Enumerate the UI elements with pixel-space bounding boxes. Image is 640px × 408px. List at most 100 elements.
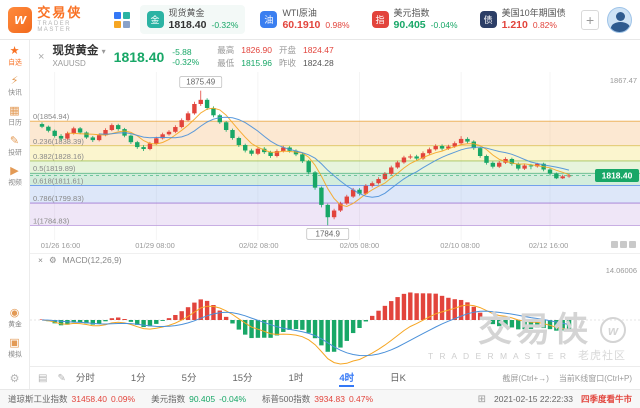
svg-text:0(1854.94): 0(1854.94) [33, 112, 70, 121]
candlestick-chart-canvas[interactable]: 0(1854.94) 0.236(1838.39) 0.382(1828.16) 0.… [30, 72, 640, 240]
ticker-value: 60.1910 [282, 18, 321, 31]
status-index-sp500[interactable]: 标普500指数 3934.83 0.47% [262, 394, 374, 404]
macd-panel[interactable]: 14.06006 交易侠 w T R A D E R M A S T E R 老… [30, 266, 640, 366]
tab-1min[interactable]: 1分 [130, 372, 146, 384]
indicator-settings-gear-icon[interactable]: ⚙ [48, 254, 57, 265]
play-icon: ▶ [10, 165, 19, 177]
svg-text:0.786(1799.83): 0.786(1799.83) [33, 194, 84, 203]
high-value: 1826.90 [241, 45, 272, 56]
calendar-icon: ▦ [9, 105, 20, 117]
settings-gear-icon[interactable]: ⚙ [9, 373, 20, 385]
app-logo-icon: w [8, 6, 33, 33]
symbol-header: × 现货黄金 ▾ XAUUSD 1818.40 -5.88 -0.32% 最高 … [30, 40, 640, 72]
tab-1hour[interactable]: 1时 [288, 372, 304, 384]
svg-text:0.618(1811.61): 0.618(1811.61) [33, 177, 84, 186]
close-indicator-icon[interactable]: × [38, 255, 43, 265]
sidebar-item-research[interactable]: ✎ 投研 [7, 135, 22, 157]
oil-ticker-icon: 油 [260, 11, 278, 28]
ticker-card-usd-index[interactable]: 指 美元指数 90.405 -0.04% [365, 5, 465, 33]
monitor-icon: ▣ [9, 337, 20, 349]
low-value: 1815.96 [241, 57, 272, 68]
axis-label: 02/10 08:00 [440, 241, 480, 250]
sidebar-item-video[interactable]: ▶ 视频 [7, 165, 22, 187]
close-chart-icon[interactable]: × [38, 51, 45, 63]
add-ticker-button[interactable]: + [580, 9, 600, 30]
top-bar: w 交易侠 TRADER MASTER 金 现货黄金 1818.40 -0.32… [0, 0, 640, 40]
sidebar-item-news[interactable]: ⚡ 快讯 [7, 75, 22, 97]
clock: 2021-02-15 22:22:33 [494, 394, 573, 404]
status-note: 四季度看牛市 [580, 394, 632, 404]
ticker-change: -0.32% [211, 19, 239, 30]
axis-label: 02/12 16:00 [528, 241, 569, 250]
kline-window-shortcut[interactable]: 当前K线窗口(Ctrl+P) [558, 373, 632, 383]
symbol-name: 现货黄金 [52, 45, 99, 58]
last-price: 1818.40 [113, 49, 165, 65]
tab-5min[interactable]: 5分 [181, 372, 197, 384]
ticker-value: 1.210 [501, 18, 528, 31]
ticker-value: 90.405 [393, 18, 426, 31]
status-index-dow[interactable]: 道琼斯工业指数 31458.40 0.09% [8, 394, 136, 404]
sidebar-item-gold[interactable]: ◉ 黄金 [7, 307, 22, 329]
ticker-card-us10y[interactable]: 债 美国10年期国债 1.210 0.82% [473, 5, 573, 33]
bond-ticker-icon: 债 [479, 11, 497, 28]
screenshot-shortcut[interactable]: 截屏(Ctrl+→) [502, 373, 549, 383]
axis-label: 01/26 16:00 [40, 241, 81, 250]
left-sidebar: ★ 自选 ⚡ 快讯 ▦ 日历 ✎ 投研 ▶ 视频 ◉ 黄金 [0, 40, 30, 389]
price-change: -5.88 [172, 46, 192, 57]
ticker-value: 1818.40 [168, 18, 207, 31]
price-change-pct: -0.32% [172, 57, 200, 67]
sidebar-item-watchlist[interactable]: ★ 自选 [7, 45, 22, 67]
macd-axis-max: 14.06006 [605, 266, 637, 275]
ticker-name: 美元指数 [393, 8, 430, 19]
tab-daily[interactable]: 日K [390, 372, 406, 384]
app-subtitle: TRADER MASTER [37, 21, 72, 33]
tab-15min[interactable]: 15分 [232, 372, 253, 384]
axis-label: 02/05 08:00 [339, 241, 380, 250]
ticker-change: 0.98% [325, 19, 350, 30]
app-logo[interactable]: w 交易侠 TRADER MASTER [8, 6, 104, 33]
flash-icon: ⚡ [10, 75, 19, 87]
chart-scroll-buttons[interactable] [611, 241, 636, 248]
pencil-icon: ✎ [9, 135, 20, 147]
usd-index-ticker-icon: 指 [371, 11, 389, 28]
svg-text:1875.49: 1875.49 [186, 78, 215, 87]
ticker-name: WTI原油 [282, 8, 317, 19]
sidebar-item-simulation[interactable]: ▣ 模拟 [7, 337, 22, 359]
chevron-down-icon: ▾ [101, 47, 106, 57]
symbol-code: XAUUSD [52, 59, 86, 69]
svg-text:1867.47: 1867.47 [610, 76, 637, 85]
axis-label: 02/02 08:00 [238, 241, 279, 250]
user-avatar[interactable] [607, 6, 632, 33]
indicator-header: × ⚙ MACD(12,26,9) [30, 253, 640, 266]
open-value: 1824.47 [302, 45, 334, 56]
ticker-card-wti[interactable]: 油 WTI原油 60.1910 0.98% [253, 5, 356, 33]
app-name: 交易侠 [37, 5, 83, 20]
ticker-name: 美国10年期国债 [501, 8, 566, 19]
main-chart-area[interactable]: 0(1854.94) 0.236(1838.39) 0.382(1828.16) 0.… [30, 72, 640, 240]
time-axis: 01/26 16:00 01/29 08:00 02/02 08:00 02/0… [30, 240, 640, 253]
ticker-name: 现货黄金 [168, 8, 205, 19]
layout-grid-icon[interactable]: ⊞ [477, 393, 487, 405]
ticker-change: -0.04% [430, 19, 458, 30]
svg-text:0.382(1828.16): 0.382(1828.16) [33, 152, 84, 161]
macd-chart-canvas[interactable] [30, 266, 640, 366]
ticker-card-gold[interactable]: 金 现货黄金 1818.40 -0.32% [139, 5, 246, 34]
timeframe-bar: ▤ ✎ 分时 1分 5分 15分 1时 4时 日K 截屏(Ctrl+→) 当前K… [30, 366, 640, 389]
tab-4hour[interactable]: 4时 [339, 370, 355, 387]
ticker-change: 0.82% [532, 19, 557, 30]
draw-tool-icon[interactable]: ✎ [57, 372, 66, 384]
svg-text:0.5(1819.89): 0.5(1819.89) [33, 164, 76, 173]
markets-grid-icon[interactable] [113, 11, 130, 28]
status-index-usd[interactable]: 美元指数 90.405 -0.04% [151, 394, 247, 404]
tab-timeline[interactable]: 分时 [75, 372, 95, 384]
ohlc-stats: 最高 1826.90 开盘 1824.47 最低 1815.96 昨收 1824… [217, 45, 334, 68]
chart-style-icon[interactable]: ▤ [38, 372, 48, 384]
svg-text:1784.9: 1784.9 [316, 229, 341, 238]
svg-text:0.236(1838.39): 0.236(1838.39) [33, 137, 84, 146]
sidebar-item-calendar[interactable]: ▦ 日历 [7, 105, 22, 127]
prev-close-value: 1824.28 [302, 57, 334, 68]
symbol-selector[interactable]: 现货黄金 ▾ XAUUSD [52, 45, 105, 68]
axis-label: 01/29 08:00 [135, 241, 175, 250]
star-icon: ★ [9, 45, 20, 57]
